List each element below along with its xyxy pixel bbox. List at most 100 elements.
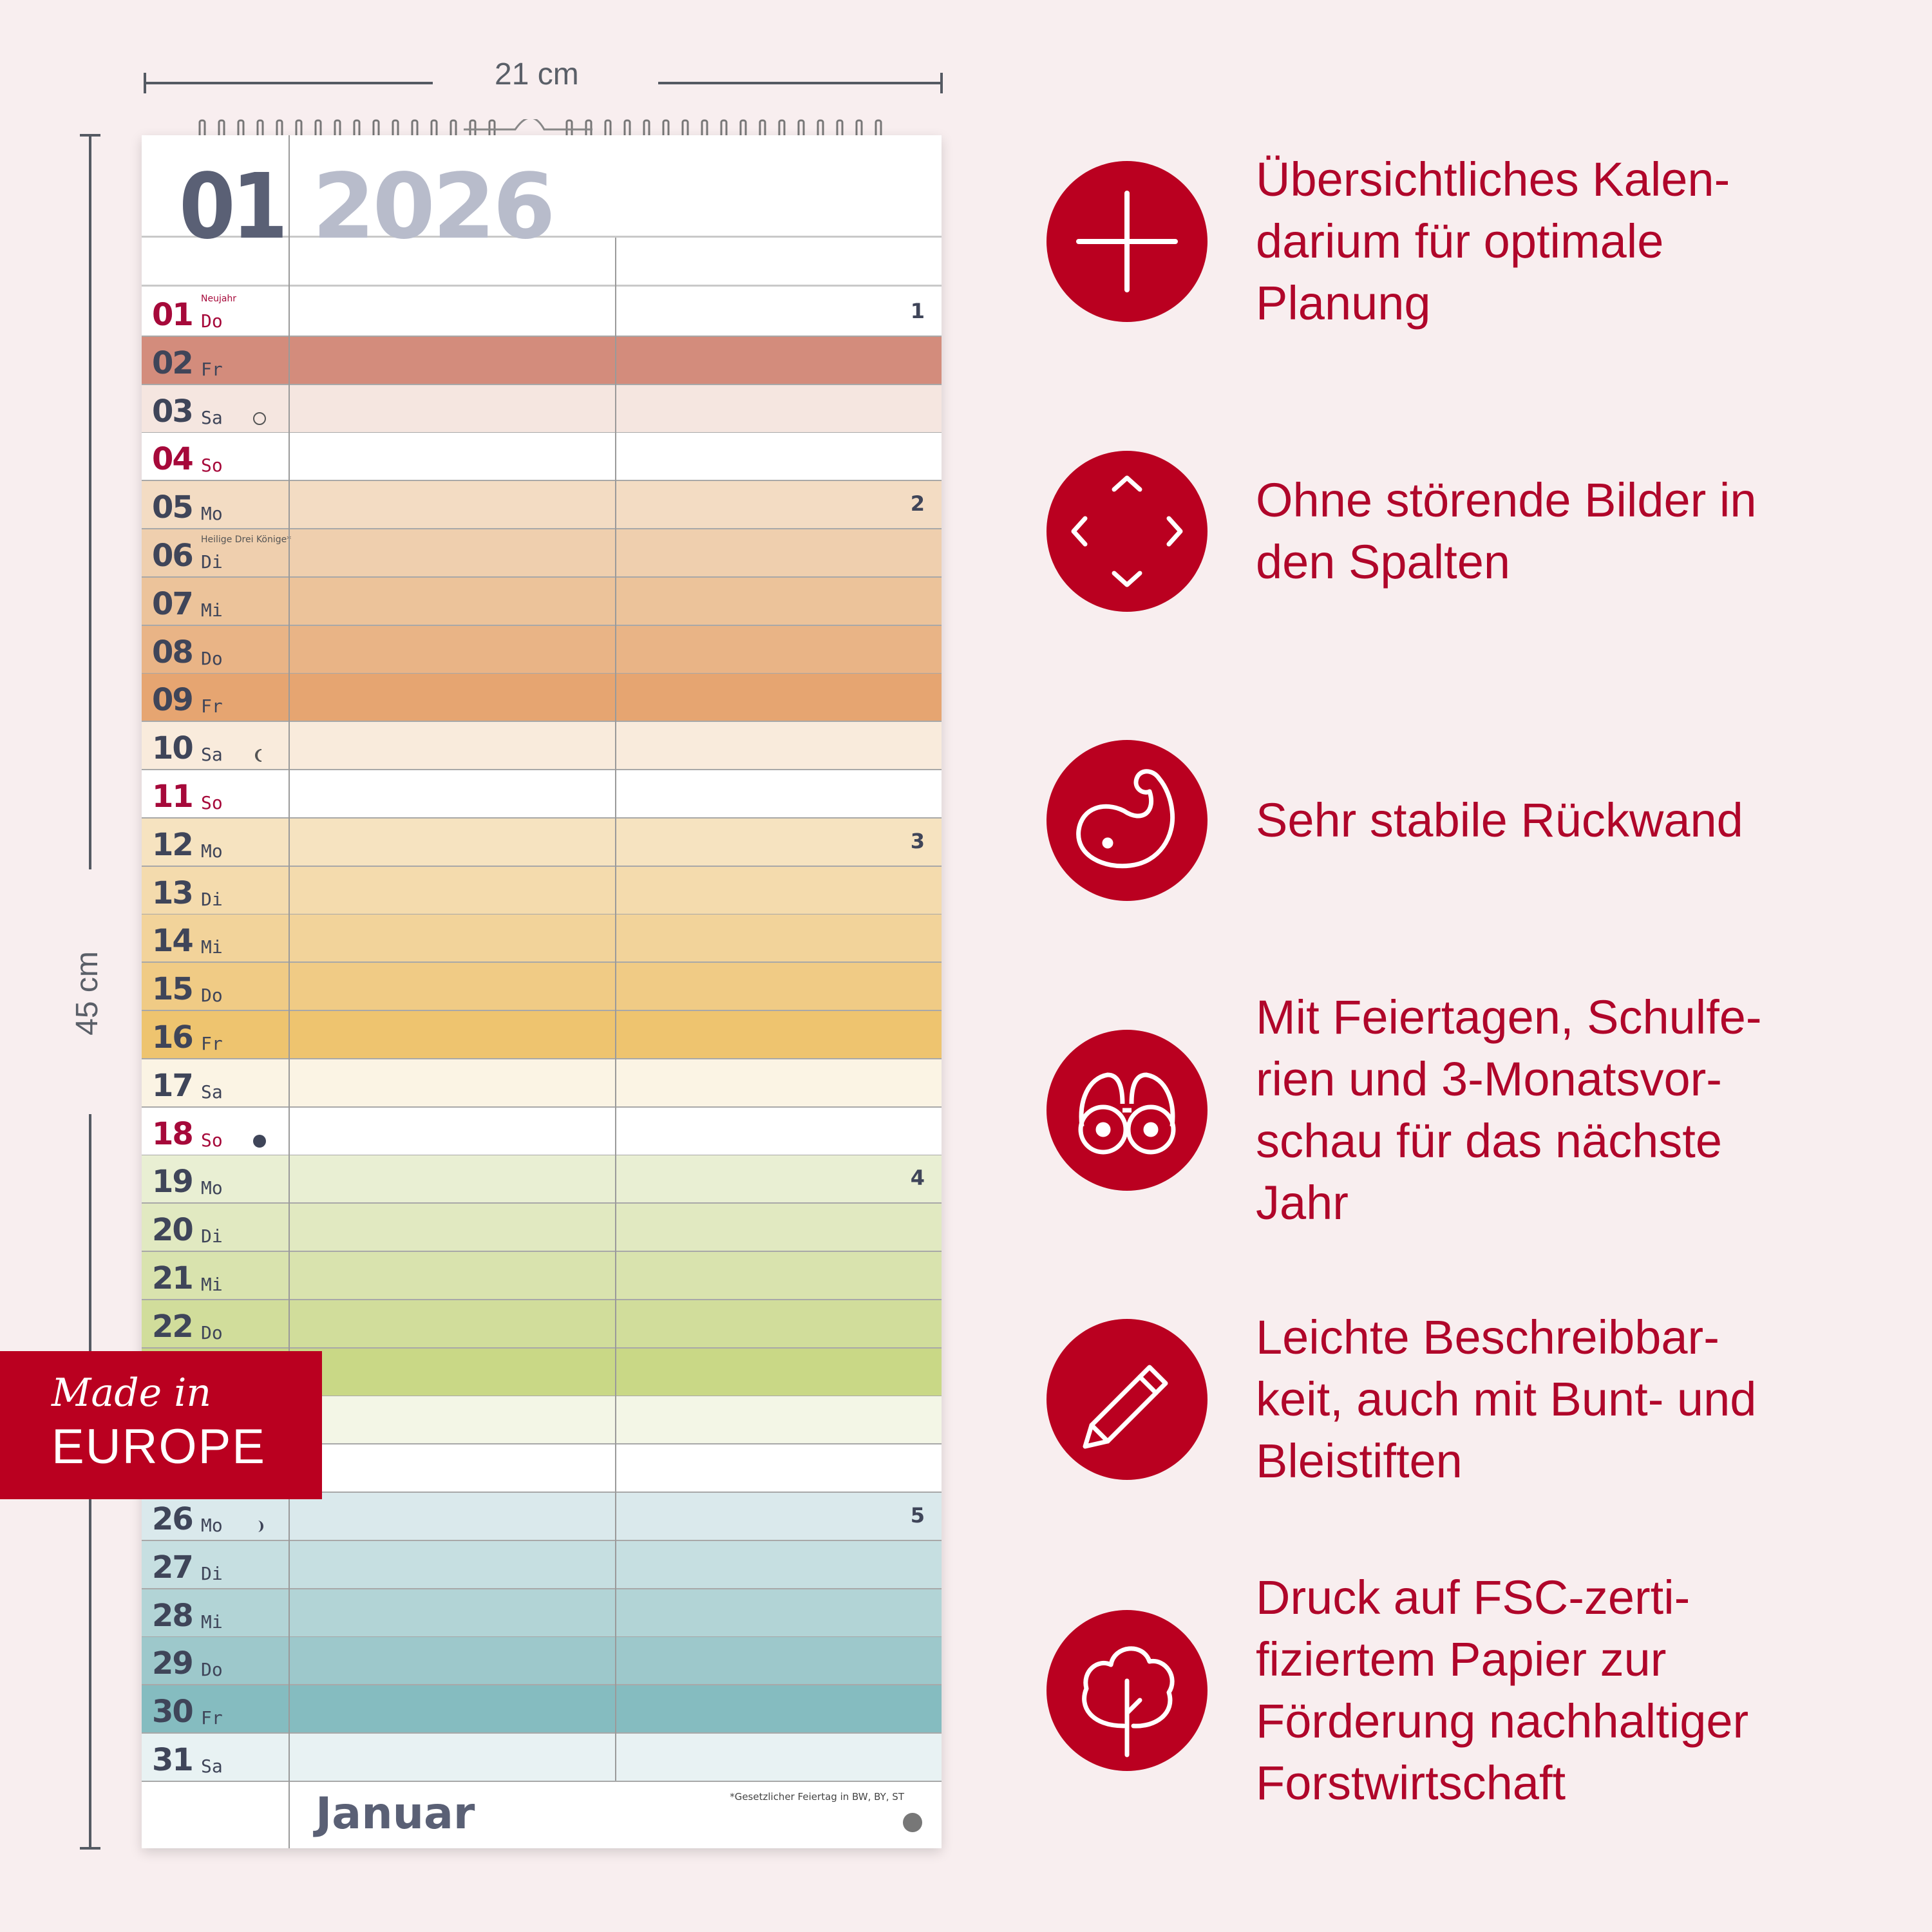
day-number: 26 — [152, 1501, 194, 1537]
weekday: Fr — [201, 358, 223, 380]
day-row[interactable]: 28 Mi — [142, 1589, 942, 1638]
day-number: 29 — [152, 1645, 194, 1682]
day-row[interactable]: 29 Do — [142, 1637, 942, 1686]
calendar-header: 01 2026 — [142, 135, 942, 260]
day-number: 11 — [152, 779, 194, 815]
pencil-icon — [1046, 1319, 1208, 1480]
day-row[interactable]: 12 Mo 3 — [142, 818, 942, 867]
expand-arrows-icon — [1046, 451, 1208, 612]
day-number: 22 — [152, 1308, 194, 1345]
day-row[interactable]: 10 Sa — [142, 722, 942, 771]
wall-calendar: 01 2026 01 Do Neujahr 1 02 Fr 03 Sa 04 So 05 Mo 2 06 D… — [142, 135, 942, 1848]
tree-icon — [1046, 1610, 1208, 1771]
weekday: Di — [201, 551, 223, 573]
dimension-tick — [80, 134, 100, 137]
day-number: 14 — [152, 923, 194, 960]
day-row[interactable]: 13 Di — [142, 866, 942, 915]
width-dimension-line-left — [145, 82, 433, 84]
feature-text: Druck auf FSC-zerti- fiziertem Papier zu… — [1256, 1571, 1749, 1810]
week-number: 3 — [910, 828, 925, 853]
day-number: 28 — [152, 1597, 194, 1634]
day-number: 03 — [152, 393, 194, 430]
column-divider — [289, 135, 290, 1848]
day-number: 07 — [152, 585, 194, 622]
weekday: So — [201, 792, 223, 813]
day-number: 12 — [152, 826, 194, 863]
day-number: 13 — [152, 875, 194, 911]
day-row[interactable]: 30 Fr — [142, 1685, 942, 1734]
plus-icon — [1046, 161, 1208, 322]
column-header-row — [142, 238, 942, 287]
day-row[interactable]: 14 Mi — [142, 914, 942, 963]
weekday: Do — [201, 1321, 223, 1343]
weekday: Fr — [201, 1707, 223, 1729]
day-number: 02 — [152, 345, 194, 381]
day-number: 18 — [152, 1115, 194, 1152]
day-row[interactable]: 21 Mi — [142, 1252, 942, 1300]
day-row[interactable]: 22 Do — [142, 1300, 942, 1349]
weekday: Di — [201, 1226, 223, 1247]
weekday: Mi — [201, 1274, 223, 1295]
day-row[interactable]: 11 So — [142, 770, 942, 819]
year: 2026 — [312, 155, 556, 260]
month-number: 01 — [179, 155, 288, 260]
full-moon-icon — [253, 412, 266, 425]
waning-moon-icon — [255, 749, 262, 762]
height-label: 45 cm — [70, 951, 104, 1036]
weekday: Di — [201, 888, 223, 910]
day-row[interactable]: 07 Mi — [142, 577, 942, 626]
binoculars-icon — [1046, 1030, 1208, 1191]
day-row[interactable]: 01 Do Neujahr 1 — [142, 289, 942, 337]
first-quarter-moon-icon — [258, 1520, 263, 1532]
weekday: Mo — [201, 840, 223, 862]
feature-text: Ohne störende Bilder in den Spalten — [1256, 473, 1757, 589]
day-row[interactable]: 04 So — [142, 433, 942, 482]
week-number: 1 — [910, 299, 925, 323]
day-row[interactable]: 05 Mo 2 — [142, 481, 942, 530]
calendar-footer: Januar *Gesetzlicher Feiertag in BW, BY,… — [142, 1781, 942, 1848]
holiday-footnote: *Gesetzlicher Feiertag in BW, BY, ST — [730, 1791, 904, 1803]
day-row[interactable]: 03 Sa — [142, 384, 942, 433]
badge-line1: Made in — [52, 1370, 212, 1416]
day-row[interactable]: 15 Do — [142, 963, 942, 1012]
width-dimension-line-right — [658, 82, 942, 84]
day-row[interactable]: 06 Di Heilige Drei Könige* — [142, 529, 942, 578]
day-number: 31 — [152, 1742, 194, 1778]
day-row[interactable]: 27 Di — [142, 1540, 942, 1589]
day-row[interactable]: 16 Fr — [142, 1011, 942, 1059]
made-in-europe-badge: Made in EUROPE — [0, 1351, 322, 1499]
day-row[interactable]: 08 Do — [142, 625, 942, 674]
width-label: 21 cm — [495, 57, 579, 91]
weekday: Sa — [201, 1081, 223, 1103]
new-moon-icon — [253, 1134, 266, 1148]
weekday: Mi — [201, 936, 223, 958]
day-number: 21 — [152, 1260, 194, 1296]
weekday: Mo — [201, 1515, 223, 1536]
day-number: 17 — [152, 1067, 194, 1104]
feature-text: Übersichtliches Kalen- darium für optima… — [1256, 153, 1730, 330]
weekday: Do — [201, 647, 223, 669]
day-row[interactable]: 02 Fr — [142, 336, 942, 385]
day-row[interactable]: 17 Sa — [142, 1059, 942, 1108]
dimension-tick — [144, 73, 146, 93]
flexed-arm-icon — [1046, 740, 1208, 901]
day-number: 19 — [152, 1164, 194, 1200]
day-row[interactable]: 31 Sa — [142, 1734, 942, 1782]
day-row[interactable]: 20 Di — [142, 1204, 942, 1253]
day-row[interactable]: 19 Mo 4 — [142, 1155, 942, 1204]
weekday: Do — [201, 1659, 223, 1681]
day-number: 27 — [152, 1549, 194, 1586]
day-number: 15 — [152, 971, 194, 1008]
weekday: So — [201, 455, 223, 477]
week-number: 2 — [910, 491, 925, 516]
weekday: Sa — [201, 744, 223, 766]
day-row[interactable]: 26 Mo 5 — [142, 1493, 942, 1541]
week-number: 5 — [910, 1503, 925, 1528]
dimension-tick — [80, 1847, 100, 1850]
day-number: 10 — [152, 730, 194, 767]
day-row[interactable]: 09 Fr — [142, 674, 942, 723]
badge-line2: EUROPE — [52, 1419, 266, 1474]
day-row[interactable]: 18 So — [142, 1107, 942, 1156]
week-number: 4 — [910, 1166, 925, 1191]
weekday: Mo — [201, 503, 223, 525]
